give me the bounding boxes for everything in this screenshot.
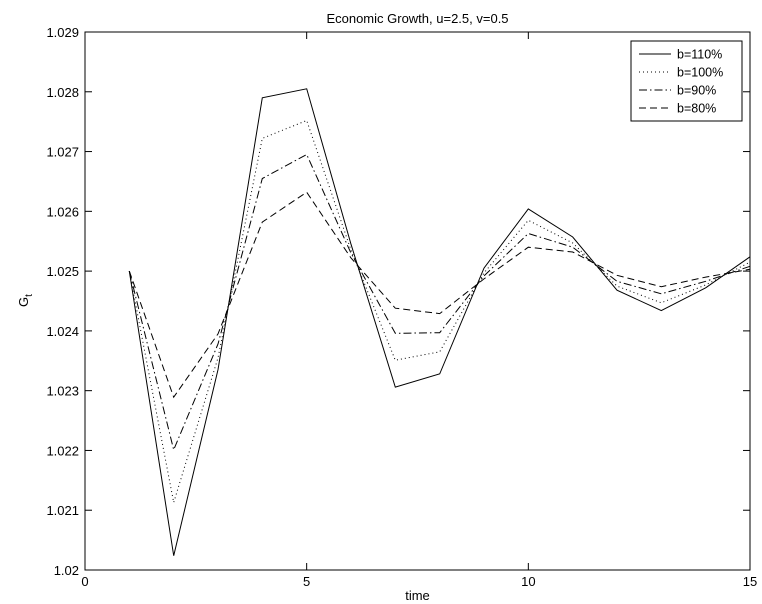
legend: b=110% b=100% b=90% b=80% [630,40,743,122]
y-tick-label: 1.027 [46,145,79,160]
y-tick-label: 1.025 [46,264,79,279]
y-tick-label: 1.023 [46,384,79,399]
x-axis-label: time [405,588,430,603]
y-axis-label-main: G [16,297,31,307]
y-tick-label: 1.021 [46,503,79,518]
y-tick-label: 1.024 [46,324,79,339]
y-axis-label-subscript: t [24,294,35,297]
axis-ticks [84,31,751,571]
y-tick-label: 1.028 [46,85,79,100]
legend-label: b=100% [677,66,723,80]
legend-label: b=90% [677,84,716,98]
series-line-dashed [128,191,751,399]
y-tick-label: 1.029 [46,25,79,40]
y-tick-label: 1.026 [46,204,79,219]
x-tick-label: 15 [743,574,757,589]
y-axis-label: Gt [16,294,35,307]
series-line-solid [128,88,751,556]
series-lines [128,88,751,556]
plot-area [84,31,751,571]
y-tick-label: 1.02 [54,563,79,578]
x-tick-label: 10 [521,574,535,589]
x-tick-label: 5 [303,574,310,589]
y-tick-label: 1.022 [46,443,79,458]
chart-title: Economic Growth, u=2.5, v=0.5 [326,11,508,26]
legend-label: b=110% [677,48,722,62]
series-line-dotted [128,119,751,503]
x-tick-label: 0 [81,574,88,589]
legend-label: b=80% [677,102,716,116]
series-line-dashdot [128,153,751,452]
tick-labels: 0 5 10 15 1.02 1.021 1.022 1.023 1.024 1.025 1.026… [46,25,757,589]
